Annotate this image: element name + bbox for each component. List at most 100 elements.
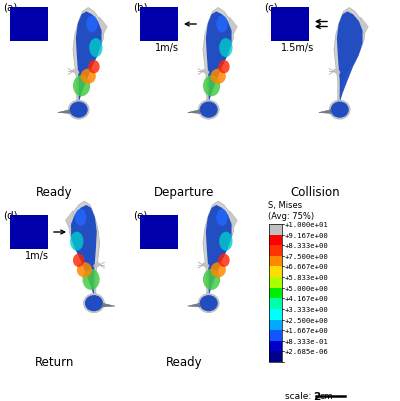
Bar bbox=[269, 341, 282, 352]
Polygon shape bbox=[98, 18, 107, 35]
Polygon shape bbox=[206, 12, 232, 104]
Bar bbox=[269, 225, 282, 362]
Ellipse shape bbox=[89, 39, 102, 58]
Ellipse shape bbox=[329, 101, 350, 120]
Ellipse shape bbox=[84, 294, 104, 313]
Ellipse shape bbox=[219, 232, 232, 251]
Ellipse shape bbox=[333, 69, 340, 75]
Bar bbox=[269, 267, 282, 277]
Text: +2.500e+00: +2.500e+00 bbox=[285, 317, 329, 323]
Bar bbox=[269, 320, 282, 330]
Ellipse shape bbox=[210, 69, 226, 85]
Ellipse shape bbox=[72, 69, 79, 75]
Text: 1.5m/s: 1.5m/s bbox=[281, 43, 315, 53]
Polygon shape bbox=[228, 18, 237, 35]
Ellipse shape bbox=[68, 101, 89, 120]
Polygon shape bbox=[76, 12, 102, 104]
Polygon shape bbox=[102, 304, 115, 307]
Text: Ready: Ready bbox=[166, 355, 202, 368]
Polygon shape bbox=[359, 18, 368, 35]
Polygon shape bbox=[334, 8, 364, 105]
Ellipse shape bbox=[93, 263, 100, 268]
Ellipse shape bbox=[216, 16, 228, 33]
Ellipse shape bbox=[86, 16, 98, 33]
Ellipse shape bbox=[75, 209, 86, 226]
Text: +4.167e+00: +4.167e+00 bbox=[285, 296, 329, 302]
Text: +5.833e+00: +5.833e+00 bbox=[285, 274, 329, 280]
Polygon shape bbox=[58, 110, 70, 114]
Ellipse shape bbox=[88, 61, 100, 74]
Text: +9.167e+00: +9.167e+00 bbox=[285, 232, 329, 238]
Text: +8.333e-01: +8.333e-01 bbox=[285, 338, 329, 344]
Ellipse shape bbox=[216, 209, 228, 226]
Text: +1.667e+00: +1.667e+00 bbox=[285, 327, 329, 333]
Bar bbox=[269, 277, 282, 288]
Text: 2: 2 bbox=[313, 391, 320, 401]
Ellipse shape bbox=[70, 232, 84, 251]
Polygon shape bbox=[319, 110, 331, 114]
Ellipse shape bbox=[210, 263, 226, 278]
Text: +8.333e+00: +8.333e+00 bbox=[285, 243, 329, 249]
Text: 1m/s: 1m/s bbox=[155, 43, 179, 53]
Text: (b): (b) bbox=[133, 3, 148, 13]
Bar bbox=[269, 330, 282, 341]
Text: +7.500e+00: +7.500e+00 bbox=[285, 253, 329, 259]
Text: scale:: scale: bbox=[285, 391, 314, 400]
Text: +5.000e+00: +5.000e+00 bbox=[285, 285, 329, 291]
Ellipse shape bbox=[77, 263, 92, 278]
Text: Collision: Collision bbox=[290, 186, 340, 198]
Bar bbox=[269, 235, 282, 246]
Ellipse shape bbox=[202, 263, 209, 268]
Bar bbox=[269, 299, 282, 309]
Text: Departure: Departure bbox=[154, 186, 214, 198]
Polygon shape bbox=[69, 202, 100, 299]
Ellipse shape bbox=[85, 296, 103, 312]
Ellipse shape bbox=[331, 102, 349, 118]
Bar bbox=[269, 309, 282, 320]
Ellipse shape bbox=[198, 101, 219, 120]
Bar bbox=[269, 288, 282, 299]
Ellipse shape bbox=[202, 69, 209, 75]
Bar bbox=[271, 8, 309, 42]
Ellipse shape bbox=[80, 69, 96, 85]
Ellipse shape bbox=[219, 39, 232, 58]
Text: cm: cm bbox=[320, 391, 334, 400]
Ellipse shape bbox=[203, 76, 220, 97]
Ellipse shape bbox=[70, 102, 88, 118]
Polygon shape bbox=[73, 8, 104, 105]
Bar bbox=[10, 8, 48, 42]
Ellipse shape bbox=[203, 269, 220, 290]
Ellipse shape bbox=[73, 76, 90, 97]
Ellipse shape bbox=[218, 61, 230, 74]
Text: Return: Return bbox=[34, 355, 74, 368]
Text: +2.685e-06: +2.685e-06 bbox=[285, 348, 329, 354]
Ellipse shape bbox=[73, 254, 84, 267]
Polygon shape bbox=[65, 211, 75, 228]
Bar bbox=[269, 246, 282, 256]
Polygon shape bbox=[337, 12, 362, 104]
Bar bbox=[10, 215, 48, 249]
Bar bbox=[269, 225, 282, 235]
Text: (e): (e) bbox=[133, 211, 147, 221]
Ellipse shape bbox=[198, 294, 219, 313]
Polygon shape bbox=[206, 205, 232, 297]
Polygon shape bbox=[71, 205, 97, 297]
Bar bbox=[269, 256, 282, 267]
Polygon shape bbox=[203, 202, 234, 299]
Polygon shape bbox=[228, 211, 237, 228]
Ellipse shape bbox=[82, 269, 100, 290]
Text: (d): (d) bbox=[3, 211, 18, 221]
Text: +3.333e+00: +3.333e+00 bbox=[285, 306, 329, 312]
Ellipse shape bbox=[218, 254, 230, 267]
Bar bbox=[140, 215, 178, 249]
Polygon shape bbox=[203, 8, 234, 105]
Bar bbox=[269, 352, 282, 362]
Polygon shape bbox=[188, 110, 200, 114]
Text: +6.667e+00: +6.667e+00 bbox=[285, 264, 329, 270]
Text: 1m/s: 1m/s bbox=[25, 250, 49, 260]
Polygon shape bbox=[188, 304, 200, 307]
Text: +1.000e+01: +1.000e+01 bbox=[285, 221, 329, 227]
Bar bbox=[140, 8, 178, 42]
Text: S, Mises
(Avg: 75%): S, Mises (Avg: 75%) bbox=[268, 200, 314, 221]
Text: (a): (a) bbox=[3, 3, 17, 13]
